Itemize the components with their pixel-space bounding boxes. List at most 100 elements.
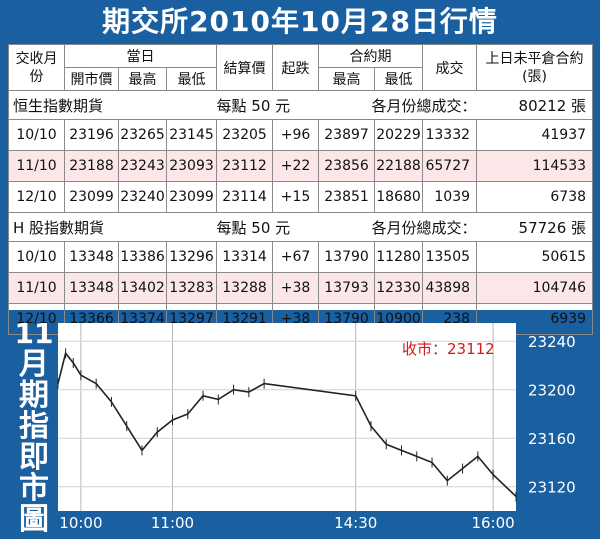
chart-vertical-title: 11 月期指即市圖 [10,318,58,535]
table-cell: 13790 [318,241,376,273]
table-cell: 41937 [476,119,594,151]
table-cell: 23265 [118,119,167,151]
table-row: 11/10 23188 23243 23093 23112 +22 23856 22188 65… [8,150,594,182]
section-name: 恒生指數期貨 [7,90,217,120]
header-contract-high: 最高 [318,67,376,91]
table-cell: 23205 [216,119,274,151]
header-low: 最低 [165,67,218,91]
quote-table: 交收月份 當日 結算價 起跌 合約期 成交 上日未平倉合約(張) 開市價 最高 … [7,44,594,335]
section-header: H 股指數期貨 每點 50 元各月份總成交： 57726 張 [7,212,594,242]
table-row: 11/10 13348 13402 13283 13288 +38 13793 12330 43… [8,272,594,304]
table-cell: 114533 [476,150,594,182]
total-label: 各月份總成交： [318,212,477,242]
table-cell: +22 [272,150,320,182]
table-cell: 13314 [216,241,274,273]
table-cell: 23188 [64,150,119,182]
x-tick-label: 11:00 [151,514,194,532]
header-volume: 成交 [422,44,478,91]
vertical-title-char: 圖 [19,502,49,537]
header-contract-low: 最低 [374,67,424,91]
table-cell: 6738 [476,181,594,213]
table-cell: 22188 [374,150,424,182]
table-cell: 13348 [64,241,119,273]
table-cell: 23112 [216,150,274,182]
vertical-title-char: 月 [19,347,49,382]
table-cell: 13402 [118,272,167,304]
quote-grid: 交收月份 當日 結算價 起跌 合約期 成交 上日未平倉合約(張) 開市價 最高 … [7,44,594,335]
header-change: 起跌 [272,44,320,91]
table-cell: 20229 [374,119,424,151]
table-cell: 12/10 [8,181,65,213]
vertical-title-char: 市 [19,471,49,506]
vertical-title-char: 即 [19,440,49,475]
y-tick-label: 23200 [528,382,576,400]
x-tick-label: 14:30 [334,514,377,532]
plot-area [58,323,516,511]
y-tick-label: 23120 [528,479,576,497]
table-cell: 12/10 [8,303,65,335]
table-cell: 13332 [422,119,478,151]
header-day: 當日 [63,44,218,68]
table-cell: 23145 [165,119,218,151]
table-cell: 23093 [165,150,218,182]
intraday-chart: 23240 23200 23160 23120 10:00 11:00 14:30 16:00 [57,323,576,532]
table-cell: 13283 [165,272,218,304]
table-cell: 11/10 [8,272,65,304]
point-value: 每點 50 元 [216,212,319,242]
header-contract: 合約期 [318,44,424,68]
section-name: H 股指數期貨 [7,212,217,242]
table-cell: 23856 [318,150,376,182]
table-cell: 13348 [64,272,119,304]
y-tick-label: 23160 [528,430,576,448]
total-volume: 80212 張 [476,90,594,120]
table-cell: 18680 [374,181,424,213]
table-cell: 23851 [318,181,376,213]
table-cell: 13386 [118,241,167,273]
table-cell: 23099 [64,181,119,213]
section-header: 恒生指數期貨 每點 50 元各月份總成交： 80212 張 [7,90,594,120]
table-cell: +38 [272,272,320,304]
table-cell: 10/10 [8,119,65,151]
table-cell: 23099 [165,181,218,213]
y-tick-label: 23240 [528,333,576,351]
table-row: 10/10 23196 23265 23145 23205 +96 23897 20229 13… [8,119,594,151]
table-cell: +15 [272,181,320,213]
table-cell: 10/10 [8,241,65,273]
table-cell: 12330 [374,272,424,304]
header-oi: 上日未平倉合約(張) [476,44,594,91]
table-cell: 23114 [216,181,274,213]
table-cell: 23240 [118,181,167,213]
close-price-label: 收市：23112 [402,340,495,358]
vertical-title-char: 期 [19,378,49,413]
table-row: 12/10 23099 23240 23099 23114 +15 23851 18680 10… [8,181,594,213]
table-cell: 1039 [422,181,478,213]
table-cell: +96 [272,119,320,151]
vertical-title-char: 11 [14,317,54,350]
table-cell: 11/10 [8,150,65,182]
table-cell: 50615 [476,241,594,273]
x-tick-label: 10:00 [59,514,102,532]
x-tick-label: 16:00 [471,514,514,532]
table-cell: 13296 [165,241,218,273]
table-cell: 13288 [216,272,274,304]
table-cell: 23897 [318,119,376,151]
header-high: 最高 [118,67,167,91]
table-cell: 43898 [422,272,478,304]
table-cell: 65727 [422,150,478,182]
total-volume: 57726 張 [476,212,594,242]
header-settle: 結算價 [216,44,274,91]
table-cell: 23243 [118,150,167,182]
table-cell: 13505 [422,241,478,273]
total-label: 各月份總成交： [318,90,477,120]
table-cell: 23196 [64,119,119,151]
point-value: 每點 50 元 [216,90,319,120]
table-cell: +67 [272,241,320,273]
table-row: 10/10 13348 13386 13296 13314 +67 13790 11280 13… [8,241,594,273]
vertical-title-char: 指 [19,409,49,444]
table-cell: 11280 [374,241,424,273]
header-month: 交收月份 [8,44,65,91]
table-cell: 104746 [476,272,594,304]
table-cell: 13793 [318,272,376,304]
header-open: 開市價 [64,67,119,91]
page-title: 期交所2010年10月28日行情 [102,5,498,38]
